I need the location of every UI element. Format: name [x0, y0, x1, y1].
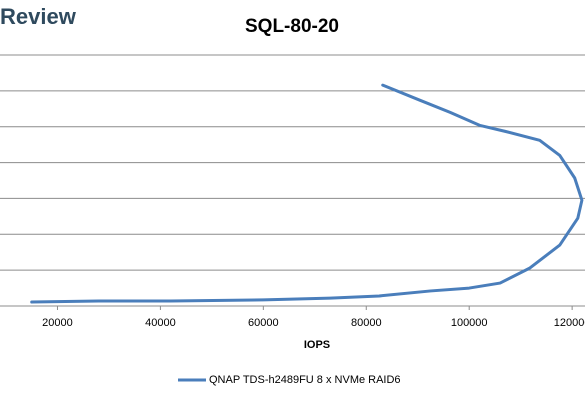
x-tick-label: 20000	[42, 317, 73, 329]
brand-watermark: Review	[0, 4, 77, 29]
data-line	[30, 83, 584, 304]
x-tick-label: 100000	[451, 317, 488, 329]
x-tick-label: 80000	[351, 317, 382, 329]
x-tick-label: 120000	[554, 317, 585, 329]
x-tick-label: 60000	[248, 317, 279, 329]
legend-label: QNAP TDS-h2489FU 8 x NVMe RAID6	[209, 374, 401, 386]
x-tick-label: 40000	[145, 317, 176, 329]
chart-title: SQL-80-20	[245, 16, 339, 37]
x-axis-label: IOPS	[304, 339, 330, 351]
